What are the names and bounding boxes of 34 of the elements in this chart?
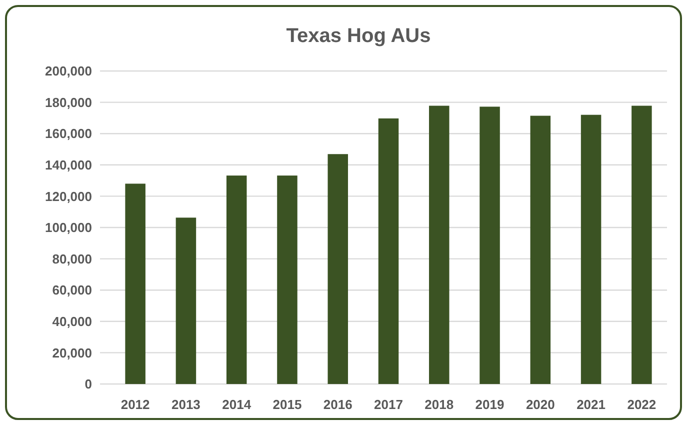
y-tick-label: 0 <box>84 376 92 392</box>
y-tick-label: 180,000 <box>45 94 92 110</box>
x-tick-label: 2019 <box>475 397 504 412</box>
x-tick-label: 2013 <box>171 397 200 412</box>
x-tick-label: 2018 <box>424 397 454 412</box>
bar <box>277 176 298 384</box>
bar <box>226 176 247 384</box>
y-tick-label: 20,000 <box>52 345 92 360</box>
x-tick-label: 2022 <box>627 397 656 412</box>
y-tick-label: 160,000 <box>45 126 92 142</box>
bar <box>632 106 652 384</box>
bar <box>429 106 450 384</box>
bar <box>328 154 348 384</box>
x-tick-label: 2016 <box>323 397 352 412</box>
bar <box>480 106 500 384</box>
x-tick-label: 2012 <box>120 397 150 412</box>
y-tick-label: 60,000 <box>52 282 92 298</box>
y-tick-label: 200,000 <box>45 64 92 79</box>
bar <box>176 218 196 384</box>
y-tick-label: 40,000 <box>52 314 92 329</box>
bar <box>125 184 146 384</box>
bar <box>530 116 551 384</box>
x-tick-label: 2017 <box>374 397 403 412</box>
bar <box>378 118 399 384</box>
chart-title: Texas Hog AUs <box>286 25 431 47</box>
x-tick-label: 2015 <box>272 397 302 412</box>
x-tick-label: 2020 <box>526 397 555 412</box>
y-tick-label: 120,000 <box>45 188 92 204</box>
bar <box>580 114 602 384</box>
x-tick-label: 2021 <box>576 397 606 412</box>
y-tick-label: 140,000 <box>45 157 92 172</box>
y-tick-label: 100,000 <box>45 220 92 236</box>
y-tick-label: 80,000 <box>52 251 92 266</box>
x-tick-label: 2014 <box>222 397 252 412</box>
